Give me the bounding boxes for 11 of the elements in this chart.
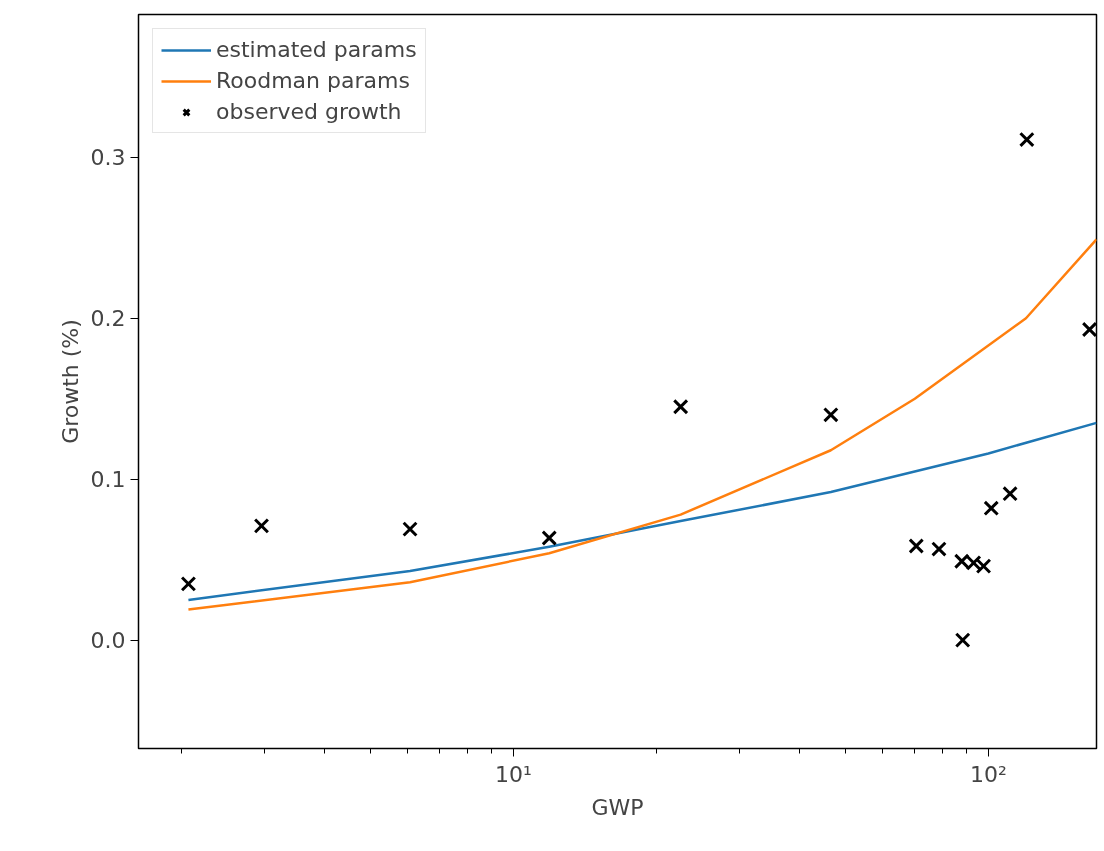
x-axis-title: GWP: [591, 794, 644, 820]
x-tick-label: 10²: [969, 761, 1007, 787]
legend-label: observed growth: [216, 99, 402, 124]
y-tick-label: 0.2: [90, 306, 126, 332]
y-tick-label: 0.0: [90, 628, 126, 654]
y-tick-label: 0.3: [90, 145, 126, 171]
y-axis-title: Growth (%): [57, 319, 83, 444]
legend-label: estimated params: [216, 37, 417, 62]
x-tick-label: 10¹: [494, 761, 532, 787]
y-tick-label: 0.1: [90, 467, 126, 493]
legend-label: Roodman params: [216, 68, 410, 93]
